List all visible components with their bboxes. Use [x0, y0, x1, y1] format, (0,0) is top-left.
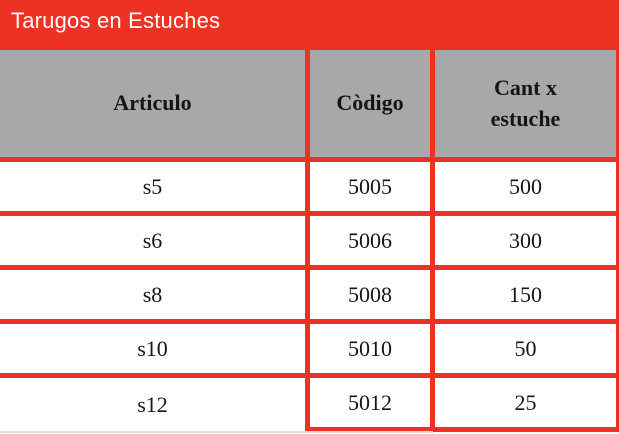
- data-table: Articulo Còdigo Cant x estuche s5 5005 5…: [0, 50, 619, 432]
- title-bar: Tarugos en Estuches: [0, 0, 619, 50]
- cell-value: s12: [137, 392, 168, 417]
- column-header-codigo-label: Còdigo: [336, 90, 404, 116]
- page-edge-line: [0, 431, 433, 433]
- table-row-cell-cant: 500: [435, 162, 619, 216]
- table-row-cell-articulo: s5: [0, 162, 310, 216]
- column-header-cant-x-estuche-label: Cant x estuche: [490, 74, 561, 131]
- cell-value: 5006: [348, 227, 392, 253]
- cell-value: 5008: [348, 281, 392, 307]
- cell-value: 5010: [348, 335, 392, 361]
- cell-value: 500: [509, 173, 542, 199]
- table-row-cell-cant: 25: [435, 378, 619, 432]
- table-row-cell-codigo: 5010: [310, 324, 435, 378]
- column-header-cant-x-estuche: Cant x estuche: [435, 50, 619, 162]
- table-row-cell-codigo: 5008: [310, 270, 435, 324]
- page-title: Tarugos en Estuches: [11, 8, 221, 33]
- table-row-cell-cant: 50: [435, 324, 619, 378]
- column-header-codigo: Còdigo: [310, 50, 435, 162]
- cell-value: 25: [514, 389, 537, 415]
- column-header-articulo: Articulo: [0, 50, 310, 162]
- cell-value: 5005: [348, 173, 392, 199]
- table-row-cell-codigo: 5005: [310, 162, 435, 216]
- cell-value: s10: [137, 335, 168, 361]
- cell-value: 5012: [348, 389, 392, 415]
- cell-value: 150: [509, 281, 542, 307]
- table-row-cell-codigo: 5006: [310, 216, 435, 270]
- table-row-cell-codigo: 5012: [310, 378, 435, 432]
- table-row-cell-cant: 150: [435, 270, 619, 324]
- table-row-cell-articulo: s12: [0, 378, 310, 432]
- table-row-cell-articulo: s10: [0, 324, 310, 378]
- cell-value: 300: [509, 227, 542, 253]
- table-row-cell-articulo: s8: [0, 270, 310, 324]
- cell-value: 50: [514, 335, 537, 361]
- table-row-cell-articulo: s6: [0, 216, 310, 270]
- table-row-cell-cant: 300: [435, 216, 619, 270]
- cell-value: s5: [142, 173, 163, 199]
- cell-value: s8: [142, 281, 163, 307]
- column-header-articulo-label: Articulo: [113, 90, 192, 116]
- cell-value: s6: [142, 227, 163, 253]
